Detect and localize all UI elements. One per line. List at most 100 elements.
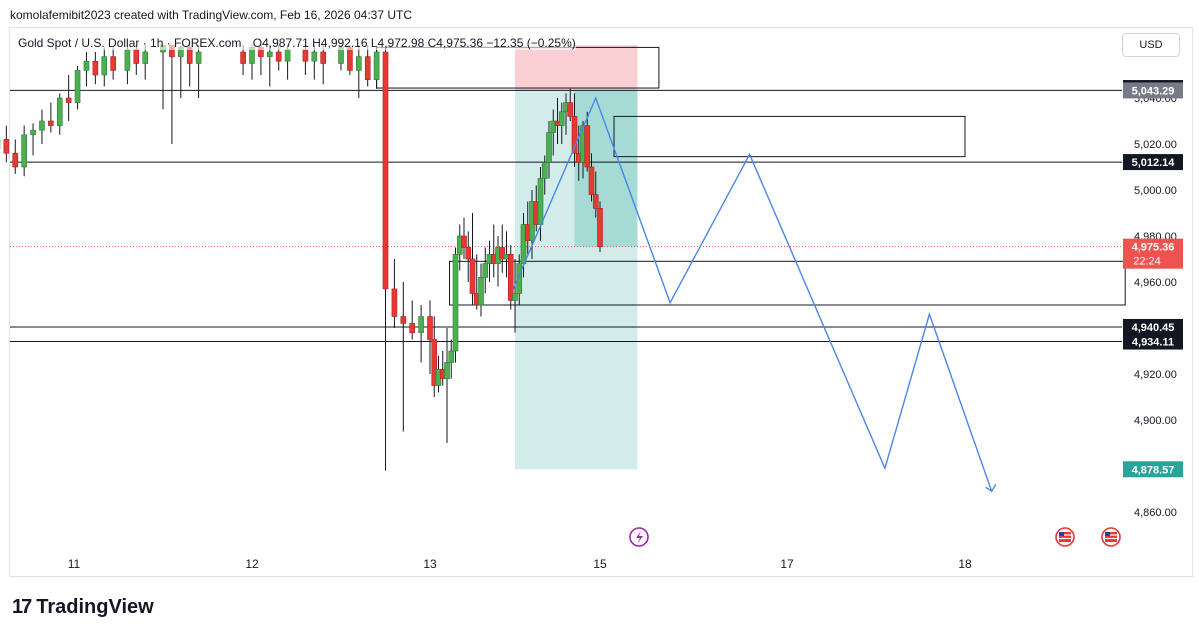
horizontal-lines (10, 89, 1122, 343)
candle-body (478, 277, 484, 306)
candle (482, 247, 489, 294)
candle (550, 109, 557, 156)
candle (541, 155, 548, 195)
candle (12, 139, 19, 174)
candle-body (65, 97, 72, 103)
candle (373, 47, 380, 89)
candle-body (311, 51, 318, 62)
ohlc-low: L4,972.98 (370, 36, 425, 50)
us-flag-event-icon[interactable] (1055, 527, 1075, 547)
candle-body (427, 316, 433, 340)
candle-body (571, 116, 578, 154)
candle-body (400, 316, 407, 324)
candle (83, 52, 90, 87)
us-flag-event-icon[interactable] (1101, 527, 1121, 547)
symbol-name[interactable]: Gold Spot / U.S. Dollar · 1h · FOREX.com (18, 36, 242, 50)
candle (469, 213, 476, 305)
ohlc-open: O4,987.71 (252, 36, 309, 50)
price-label-text: 5,043.29 (1132, 85, 1175, 97)
candle-body (409, 323, 416, 333)
projection-arrowhead (985, 483, 997, 493)
price-label-bg (1123, 318, 1183, 335)
price-label-text: 4,975.36 (1132, 242, 1175, 254)
candle (444, 328, 450, 443)
candle-body (92, 60, 99, 76)
price-labels: 5,044.335,043.295,012.144,975.3622:244,9… (1123, 80, 1183, 478)
candle (431, 316, 438, 397)
ohlc-change: −12.35 (−0.25%) (486, 36, 576, 50)
candle (597, 201, 603, 253)
candle-body (110, 56, 116, 71)
candle-body (364, 56, 371, 80)
chart-caption: komolafemibit2023 created with TradingVi… (10, 8, 412, 22)
candle-body (391, 288, 398, 317)
candle-body (452, 254, 459, 352)
currency-button[interactable]: USD (1122, 33, 1180, 57)
candle-body (302, 49, 309, 62)
candle (507, 245, 514, 310)
projection-path (512, 96, 993, 492)
candle (48, 102, 54, 133)
candle-body (347, 47, 353, 71)
price-label-bg (1123, 82, 1183, 99)
candle (65, 75, 72, 121)
candle-body (567, 102, 574, 117)
candle-body (275, 51, 282, 62)
symbol-legend[interactable]: Gold Spot / U.S. Dollar · 1h · FOREX.com… (18, 36, 576, 50)
candle (74, 65, 81, 110)
price-tick-label: 4,860.00 (1134, 507, 1177, 519)
price-axis: 4,860.004,880.004,900.004,920.004,940.00… (1134, 93, 1177, 519)
candle-body (418, 316, 424, 333)
chart-frame[interactable] (9, 27, 1193, 577)
time-tick-label: 17 (780, 557, 794, 571)
price-label-text: 5,012.14 (1132, 157, 1176, 169)
candle-series (0, 44, 603, 471)
candle (142, 45, 148, 80)
candle (30, 123, 36, 156)
price-tick-label: 4,900.00 (1134, 415, 1177, 427)
candle (169, 44, 175, 144)
rectangle-drawings (376, 46, 1126, 306)
candle (124, 45, 131, 85)
price-tick-label: 4,920.00 (1134, 369, 1177, 381)
candle (478, 263, 484, 317)
candle-body (499, 247, 506, 260)
candle-body (240, 51, 246, 64)
candle (418, 305, 424, 363)
candle (465, 231, 472, 282)
candle (558, 102, 565, 144)
candle-body (592, 194, 599, 209)
ohlc-high: H4,992.16 (312, 36, 368, 50)
candle (320, 45, 327, 85)
price-label-text: 4,934.11 (1132, 337, 1174, 349)
price-label-bg (1123, 238, 1183, 269)
candle (21, 125, 27, 177)
time-tick-label: 15 (593, 557, 607, 571)
candle (249, 45, 255, 80)
lightning-event-icon[interactable] (629, 527, 649, 547)
target-dark-zone (574, 90, 638, 247)
countdown-text: 22:24 (1133, 256, 1161, 268)
candle-body (482, 263, 489, 278)
candle-body (507, 254, 514, 301)
candle (160, 44, 166, 110)
price-label-bg (1123, 333, 1183, 350)
candle (584, 111, 591, 172)
candle (391, 259, 398, 328)
candle (266, 45, 273, 87)
candle (409, 300, 416, 340)
candle-body (3, 139, 10, 154)
candle-body (465, 247, 472, 260)
time-tick-label: 12 (245, 557, 259, 571)
candle (110, 47, 116, 80)
candle (571, 93, 578, 167)
candle (56, 93, 63, 135)
candle-body (461, 235, 467, 248)
candle-body (266, 51, 273, 57)
candle (427, 300, 433, 374)
candle-body (537, 178, 544, 225)
candle-body (320, 51, 327, 64)
candle-body (48, 120, 54, 126)
candle-body (39, 120, 45, 131)
